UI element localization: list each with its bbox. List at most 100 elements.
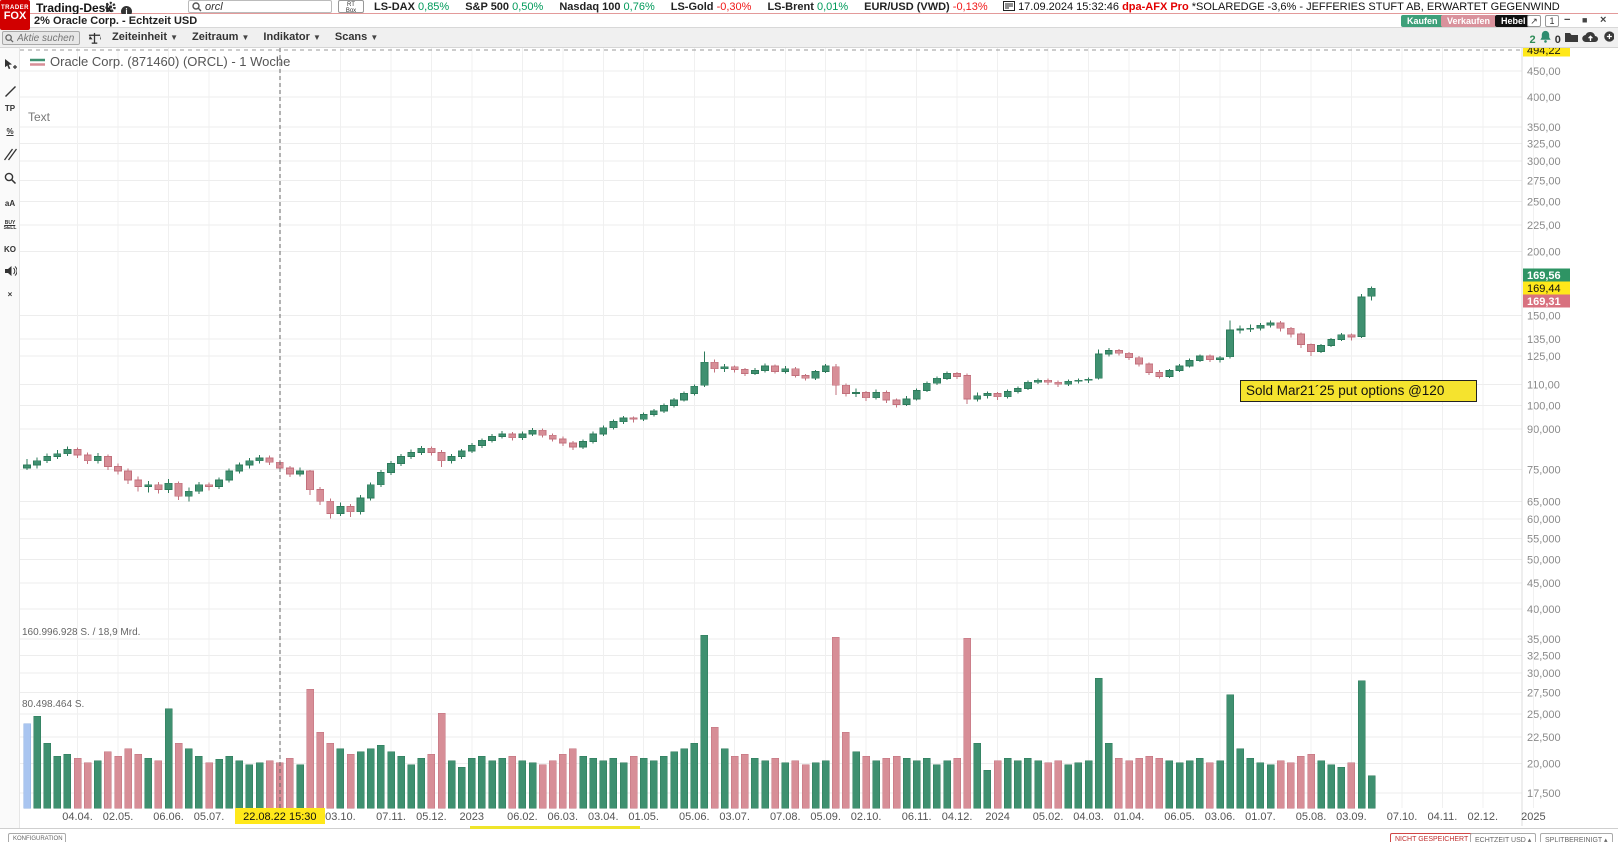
svg-text:07.08.: 07.08. [770, 811, 801, 823]
svg-text:75,000: 75,000 [1527, 465, 1561, 477]
folder-icon[interactable] [1564, 31, 1579, 43]
svg-text:45,000: 45,000 [1527, 578, 1561, 590]
svg-text:20,000: 20,000 [1527, 758, 1561, 770]
split-adjusted-button[interactable]: SPLITBEREINIGT ▴ [1540, 833, 1613, 842]
buy-sell-tool[interactable]: BUY SELL [3, 220, 17, 231]
svg-text:22,500: 22,500 [1527, 732, 1561, 744]
info-icon[interactable]: i [121, 6, 132, 17]
svg-text:07.10.: 07.10. [1387, 811, 1418, 823]
parallel-lines-tool[interactable] [0, 148, 20, 163]
not-saved-badge[interactable]: NICHT GESPEICHERT [1390, 833, 1474, 842]
traderfox-logo[interactable]: TRADER FOX [0, 0, 30, 30]
percent-tool[interactable]: % [6, 127, 14, 136]
trendline-tool[interactable] [0, 85, 20, 100]
chart-title-text: Oracle Corp. (871460) (ORCL) - 1 Woche [50, 54, 291, 69]
configuration-button[interactable]: KONFIGURATION [8, 833, 66, 842]
menu-indikator[interactable]: Indikator ▼ [263, 31, 321, 43]
svg-text:03.09.: 03.09. [1336, 811, 1367, 823]
ticker-change: 0,76% [623, 1, 655, 13]
rt-box-button[interactable]: RT Box [338, 0, 364, 14]
svg-text:03.04.: 03.04. [588, 811, 619, 823]
search-icon [192, 2, 202, 12]
chevron-down-icon: ▼ [241, 33, 250, 42]
takeprofit-tool[interactable]: TP [4, 104, 16, 113]
svg-text:05.08.: 05.08. [1296, 811, 1327, 823]
symbol-search-input[interactable] [188, 0, 332, 13]
svg-text:2025: 2025 [1521, 811, 1545, 823]
svg-text:35,000: 35,000 [1527, 634, 1561, 646]
add-widget-icon[interactable] [1602, 30, 1615, 43]
delete-tool[interactable]: × [7, 290, 13, 299]
cloud-upload-icon[interactable] [1582, 30, 1599, 43]
svg-text:04.04.: 04.04. [62, 811, 93, 823]
svg-text:2023: 2023 [460, 811, 484, 823]
timeline-scrollbar-thumb[interactable] [470, 826, 640, 829]
svg-text:65,000: 65,000 [1527, 496, 1561, 508]
ticker-ls-brent[interactable]: LS-Brent 0,01% [767, 1, 849, 13]
ticker-ls-gold[interactable]: LS-Gold -0,30% [670, 1, 752, 13]
svg-text:06.02.: 06.02. [507, 811, 538, 823]
chart-toolbar: Zeiteinheit ▼ Zeitraum ▼ Indikator ▼ Scans … [0, 28, 1618, 48]
text-annotation[interactable]: Text [28, 110, 51, 124]
sell-button[interactable]: Verkaufen [1441, 15, 1497, 27]
ticker-eur-usd-vwd-[interactable]: EUR/USD (VWD) -0,13% [864, 1, 988, 13]
menu-scans[interactable]: Scans ▼ [334, 31, 379, 43]
svg-text:494,22: 494,22 [1527, 45, 1561, 57]
alerts-count: 2 [1529, 34, 1536, 47]
ticker-change: -0,13% [952, 1, 988, 13]
svg-text:169,56: 169,56 [1527, 270, 1561, 282]
leverage-button[interactable]: Hebel [1495, 15, 1532, 27]
ticker-ls-dax[interactable]: LS-DAX 0,85% [374, 1, 450, 13]
note-annotation[interactable]: Sold Mar21´25 put options @120 [1240, 380, 1477, 402]
ticker-s-p-500[interactable]: S&P 500 0,50% [465, 1, 544, 13]
svg-text:50,000: 50,000 [1527, 555, 1561, 567]
compare-scale-icon[interactable] [88, 32, 101, 45]
menu-zeitraum[interactable]: Zeitraum ▼ [191, 31, 250, 43]
svg-text:04.12.: 04.12. [942, 811, 973, 823]
news-ticker[interactable]: 17.09.2024 15:32:46 dpa-AFX Pro *SOLARED… [1003, 1, 1560, 13]
gear-icon[interactable] [104, 1, 117, 13]
tab-count-button[interactable]: 1 [1545, 15, 1559, 27]
svg-text:250,00: 250,00 [1527, 197, 1561, 209]
share-button[interactable]: ↗ [1527, 15, 1541, 27]
bell-icon[interactable] [1539, 30, 1552, 43]
svg-text:30,000: 30,000 [1527, 668, 1561, 680]
svg-text:55,000: 55,000 [1527, 533, 1561, 545]
minimize-icon[interactable]: − [1564, 14, 1571, 26]
svg-text:22.08.22 15:30: 22.08.22 15:30 [243, 811, 316, 823]
svg-text:2024: 2024 [985, 811, 1009, 823]
realtime-usd-button[interactable]: ECHTZEIT USD ▴ [1470, 833, 1537, 842]
svg-text:200,00: 200,00 [1527, 246, 1561, 258]
svg-text:350,00: 350,00 [1527, 122, 1561, 134]
svg-text:02.12.: 02.12. [1468, 811, 1499, 823]
font-size-tool[interactable]: aA [4, 199, 16, 208]
stock-search-input[interactable] [2, 31, 80, 45]
svg-text:03.06.: 03.06. [1205, 811, 1236, 823]
svg-text:32,500: 32,500 [1527, 650, 1561, 662]
newspaper-icon [1003, 1, 1015, 11]
zoom-tool[interactable] [0, 172, 20, 187]
svg-text:400,00: 400,00 [1527, 92, 1561, 104]
chevron-down-icon: ▼ [370, 33, 379, 42]
svg-text:05.02.: 05.02. [1033, 811, 1064, 823]
market-ticker-strip[interactable]: LS-DAX 0,85% S&P 500 0,50% Nasdaq 100 0,76… [374, 1, 1004, 13]
svg-text:150,00: 150,00 [1527, 310, 1561, 322]
menu-zeiteinheit[interactable]: Zeiteinheit ▼ [112, 31, 178, 43]
svg-text:06.11.: 06.11. [902, 811, 932, 823]
sound-tool[interactable] [0, 265, 20, 279]
ticker-nasdaq-100[interactable]: Nasdaq 100 0,76% [559, 1, 655, 13]
toolbar-menus: Zeiteinheit ▼ Zeitraum ▼ Indikator ▼ Scans … [112, 31, 392, 43]
close-icon[interactable]: × [1600, 14, 1607, 26]
knockout-tool[interactable]: KO [4, 245, 16, 254]
volume-scale-label-high: 160.996.928 S. / 18,9 Mrd. [22, 627, 141, 638]
svg-text:03.07.: 03.07. [719, 811, 750, 823]
svg-text:60,000: 60,000 [1527, 514, 1561, 526]
svg-text:01.04.: 01.04. [1114, 811, 1145, 823]
maximize-icon[interactable]: ■ [1582, 15, 1588, 25]
buy-button[interactable]: Kaufen [1401, 15, 1444, 27]
pointer-tool[interactable] [0, 58, 20, 73]
svg-text:01.07.: 01.07. [1245, 811, 1276, 823]
